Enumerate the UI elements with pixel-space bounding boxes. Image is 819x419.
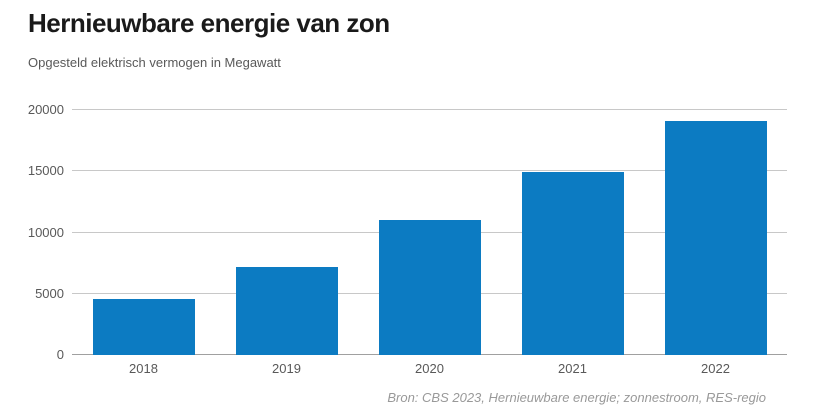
x-tick-label-2021: 2021 <box>558 361 587 376</box>
y-tick-label-20000: 20000 <box>27 102 64 117</box>
gridline-20000 <box>72 109 787 110</box>
y-tick-label-15000: 15000 <box>27 163 64 179</box>
x-tick-label-2022: 2022 <box>701 361 730 376</box>
bar-2021 <box>521 172 624 355</box>
x-tick-label-2018: 2018 <box>129 361 158 376</box>
bar-2022 <box>664 121 767 355</box>
chart-subtitle: Opgesteld elektrisch vermogen in Megawat… <box>28 55 281 70</box>
y-tick-label-0: 0 <box>56 347 64 362</box>
bar-slot-2022 <box>644 110 787 355</box>
bar-series <box>72 110 787 355</box>
x-axis-labels: 2018 2019 2020 2021 2022 <box>72 361 787 376</box>
bar-slot-2020 <box>358 110 501 355</box>
gridline-15000 <box>72 170 787 172</box>
x-tick-label-2020: 2020 <box>415 361 444 376</box>
bar-slot-2019 <box>215 110 358 355</box>
bar-2018 <box>92 298 195 355</box>
chart-title: Hernieuwbare energie van zon <box>28 8 390 38</box>
x-tick-label-2019: 2019 <box>272 361 301 376</box>
bar-slot-2021 <box>501 110 644 355</box>
bar-chart-plot <box>72 109 787 355</box>
y-tick-label-10000: 10000 <box>27 224 64 240</box>
bar-2019 <box>235 266 338 355</box>
y-axis-labels: 0 5000 10000 15000 20000 <box>0 102 64 362</box>
bar-2020 <box>378 220 481 355</box>
bar-slot-2018 <box>72 110 215 355</box>
source-note: Bron: CBS 2023, Hernieuwbare energie; zo… <box>387 390 766 405</box>
y-tick-label-5000: 5000 <box>35 285 64 301</box>
